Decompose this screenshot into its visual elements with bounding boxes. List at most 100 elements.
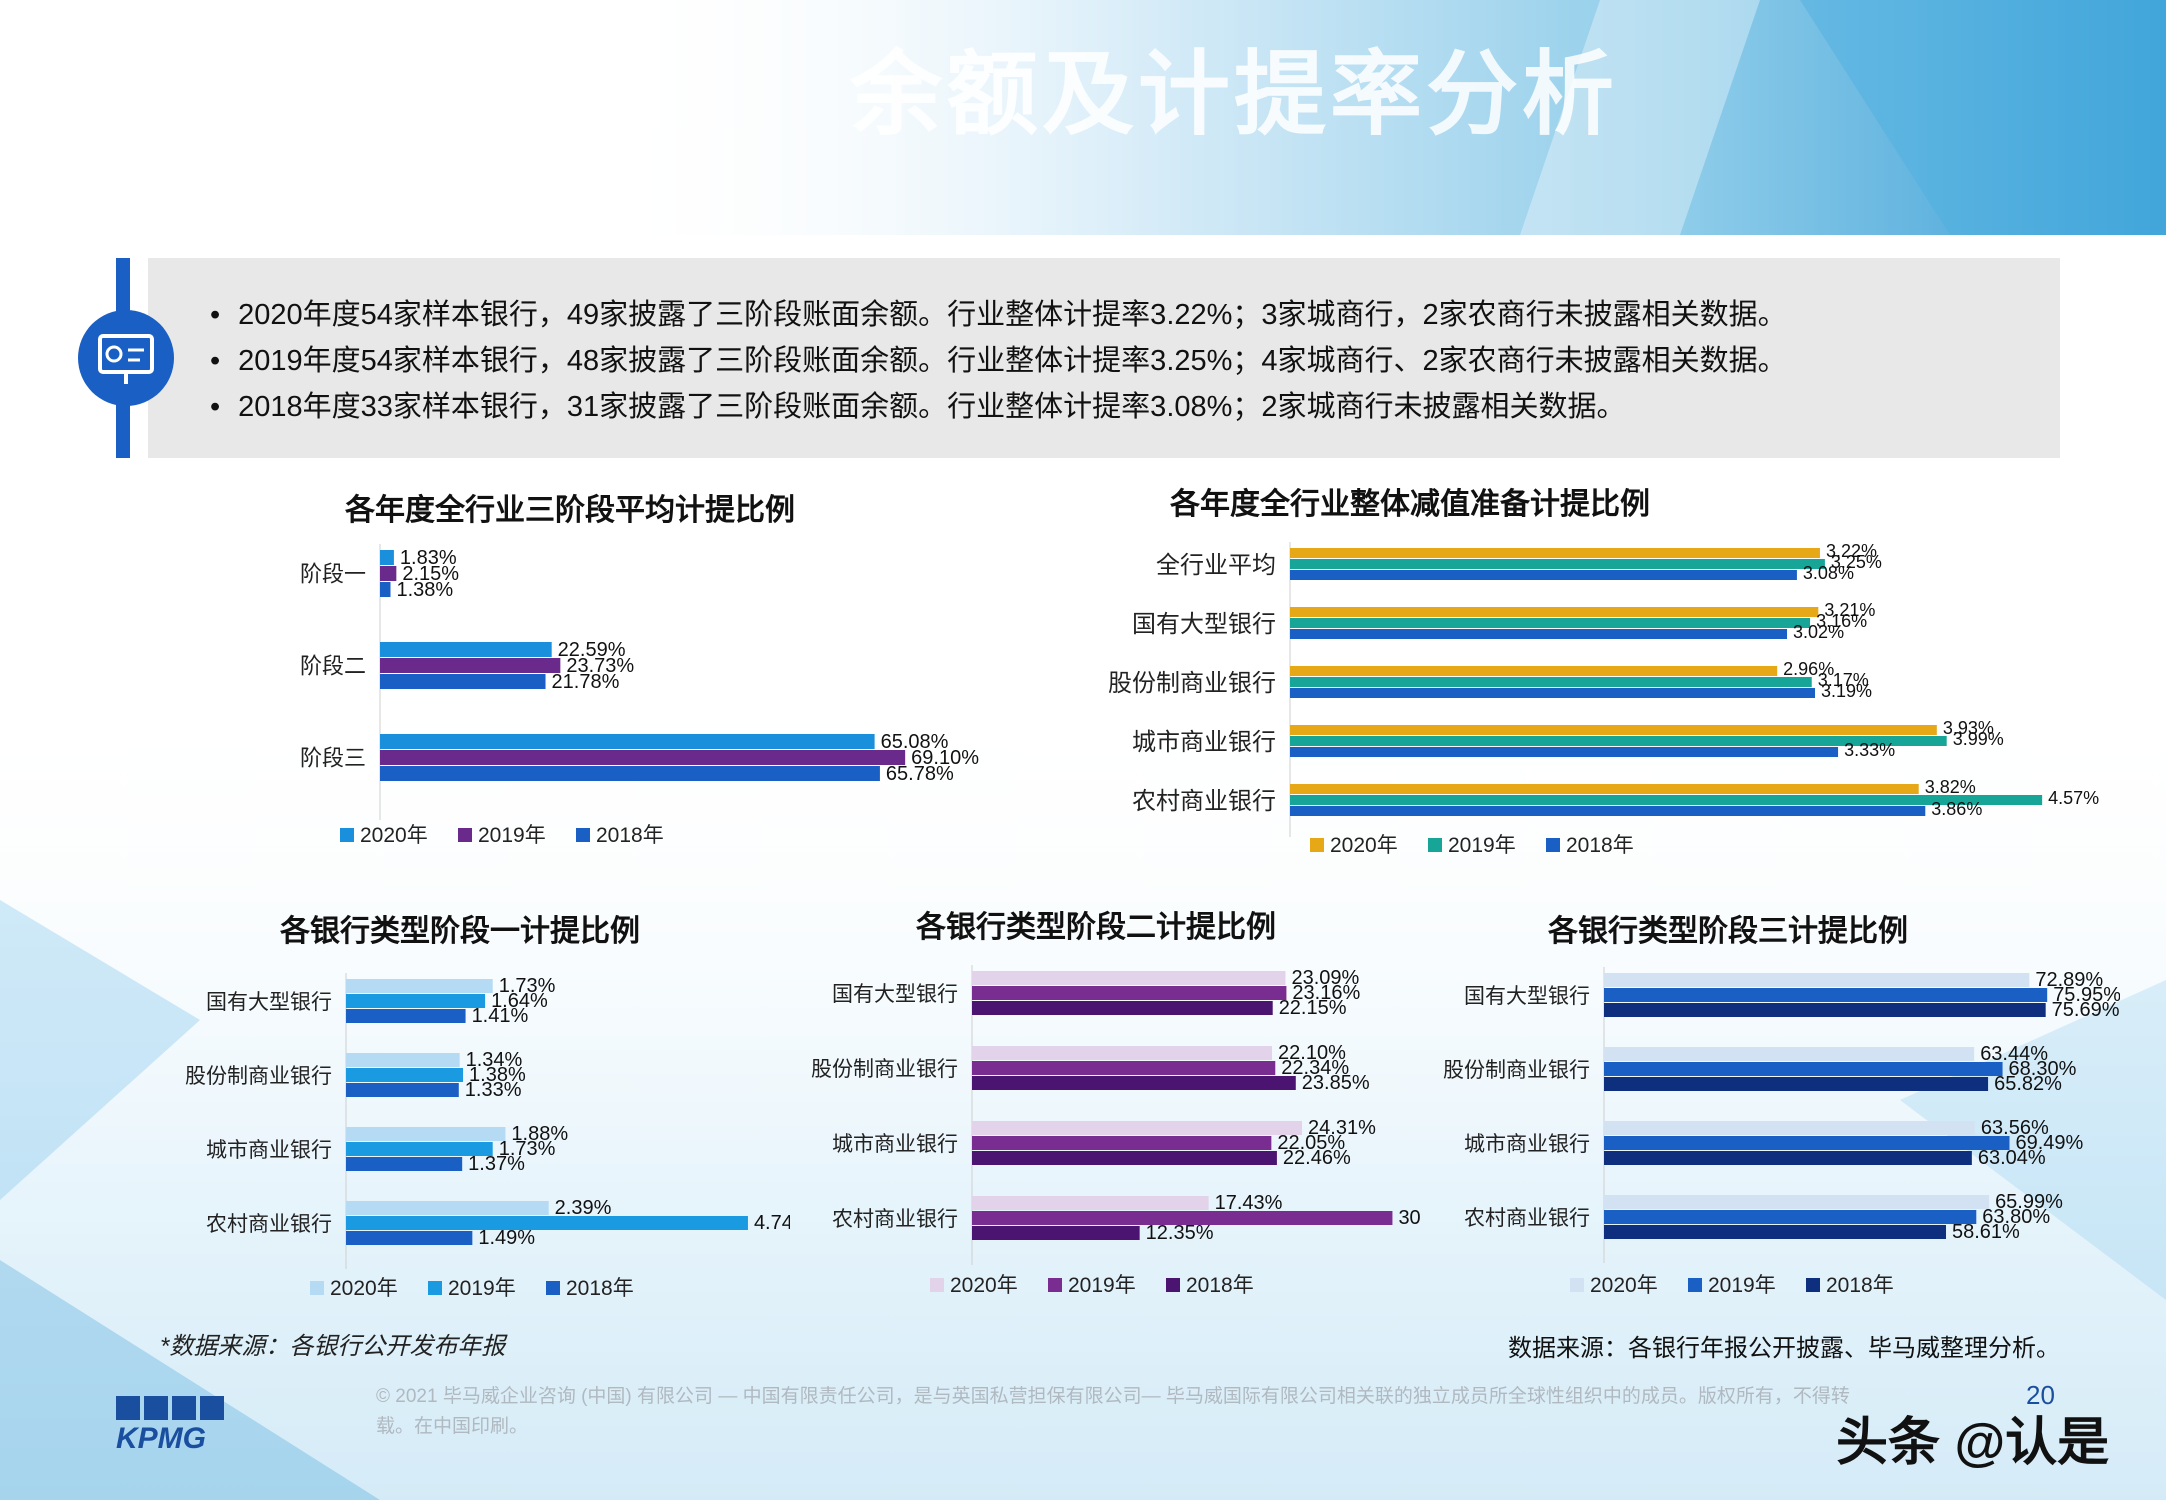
- data-label: 23.85%: [1302, 1072, 1370, 1094]
- bar: [1290, 784, 1919, 794]
- bar: [1604, 1077, 1989, 1091]
- data-label: 1.37%: [468, 1153, 525, 1175]
- data-label: 3.25%: [1831, 552, 1882, 572]
- bar: [972, 1061, 1276, 1075]
- legend-label: 2019年: [448, 1277, 516, 1300]
- bar: [1604, 973, 2030, 987]
- chart-title: 各年度全行业整体减值准备计提比例: [1169, 487, 1650, 521]
- source-note-right: 数据来源：各银行年报公开披露、毕马威整理分析。: [1508, 1335, 2060, 1362]
- data-label: 75.95%: [2053, 984, 2120, 1006]
- bar: [346, 1231, 473, 1245]
- data-label: 2.96%: [1783, 659, 1834, 679]
- bullet-2020: 2020年度54家样本银行，49家披露了三阶段账面余额。行业整体计提率3.22%…: [210, 292, 1787, 338]
- bar: [380, 750, 906, 765]
- category-label: 阶段一: [300, 562, 366, 587]
- data-label: 22.15%: [1279, 997, 1347, 1019]
- bar: [972, 1226, 1140, 1240]
- data-label: 3.02%: [1793, 622, 1844, 642]
- bar: [380, 674, 546, 689]
- category-label: 股份制商业银行: [1108, 670, 1276, 697]
- bar: [972, 1121, 1303, 1135]
- data-label: 22.05%: [1277, 1132, 1345, 1154]
- data-label: 1.49%: [478, 1227, 535, 1249]
- chart-title: 各银行类型阶段三计提比例: [1547, 914, 1908, 948]
- bar: [972, 1151, 1277, 1165]
- data-label: 23.09%: [1291, 967, 1359, 989]
- data-label: 75.69%: [2052, 999, 2120, 1021]
- legend-swatch: [310, 1281, 324, 1295]
- legend-label: 2020年: [1590, 1274, 1658, 1297]
- data-label: 3.93%: [1943, 718, 1994, 738]
- bar: [346, 1127, 506, 1141]
- data-label: 63.44%: [1980, 1043, 2048, 1065]
- data-label: 1.38%: [469, 1064, 526, 1086]
- data-label: 22.34%: [1281, 1057, 1349, 1079]
- legend-swatch: [930, 1278, 944, 1292]
- legend-swatch: [1310, 838, 1324, 852]
- bar: [380, 658, 561, 673]
- bar: [1604, 1151, 1972, 1165]
- bar: [380, 642, 552, 657]
- legend-swatch: [428, 1281, 442, 1295]
- legend-swatch: [1428, 838, 1442, 852]
- category-label: 城市商业银行: [1132, 729, 1276, 756]
- chart-title: 各银行类型阶段二计提比例: [915, 910, 1276, 944]
- bar: [1290, 607, 1819, 617]
- legend-label: 2020年: [950, 1274, 1018, 1297]
- bar: [1604, 1121, 1975, 1135]
- category-label: 阶段二: [300, 654, 366, 679]
- data-label: 22.46%: [1283, 1147, 1351, 1169]
- category-label: 农村商业银行: [1132, 788, 1276, 815]
- bullet-2019: 2019年度54家样本银行，48家披露了三阶段账面余额。行业整体计提率3.25%…: [210, 338, 1787, 384]
- data-label: 1.33%: [465, 1079, 522, 1101]
- bar: [346, 1216, 748, 1230]
- legend-swatch: [1048, 1278, 1062, 1292]
- bar: [346, 1083, 459, 1097]
- data-label: 2.15%: [402, 563, 459, 585]
- bar: [1290, 725, 1937, 735]
- data-label: 17.43%: [1215, 1192, 1283, 1214]
- bar: [972, 1211, 1393, 1225]
- bar: [1290, 736, 1947, 746]
- category-label: 股份制商业银行: [185, 1065, 332, 1088]
- page-title: 余额及计提率分析: [850, 44, 1619, 146]
- data-label: 3.21%: [1824, 600, 1875, 620]
- legend-swatch: [576, 828, 590, 842]
- bar: [1604, 1062, 2003, 1076]
- legend-swatch: [1570, 1278, 1584, 1292]
- bar: [1290, 666, 1778, 676]
- data-label: 72.89%: [2035, 969, 2103, 991]
- bar: [1290, 747, 1839, 757]
- data-label: 63.04%: [1978, 1147, 2046, 1169]
- category-label: 股份制商业银行: [1443, 1059, 1590, 1082]
- legend-swatch: [1806, 1278, 1820, 1292]
- chart-title: 各银行类型阶段一计提比例: [279, 914, 640, 948]
- data-label: 3.22%: [1826, 541, 1877, 561]
- legend-swatch: [340, 828, 354, 842]
- data-label: 3.99%: [1953, 729, 2004, 749]
- data-label: 4.74%: [754, 1212, 790, 1234]
- bar: [1290, 629, 1788, 639]
- data-label: 22.59%: [558, 639, 626, 661]
- data-label: 69.49%: [2015, 1132, 2083, 1154]
- legend-label: 2018年: [1826, 1274, 1894, 1297]
- category-label: 国有大型银行: [1464, 985, 1590, 1008]
- bar: [380, 734, 875, 749]
- data-label: 69.10%: [911, 747, 979, 769]
- legend-swatch: [458, 828, 472, 842]
- bar: [972, 1046, 1273, 1060]
- legend-label: 2020年: [1330, 834, 1398, 857]
- data-label: 3.08%: [1803, 563, 1854, 583]
- chart-stage1-by-bank: 各银行类型阶段一计提比例国有大型银行1.73%1.64%1.41%股份制商业银行…: [185, 914, 790, 1300]
- category-label: 农村商业银行: [832, 1208, 958, 1231]
- data-label: 1.88%: [511, 1123, 568, 1145]
- bar: [972, 986, 1287, 1000]
- bar: [1290, 548, 1820, 558]
- data-label: 2.39%: [555, 1197, 612, 1219]
- data-label: 1.83%: [400, 547, 457, 569]
- data-label: 30.97%: [1398, 1207, 1420, 1229]
- watermark-text: 头条 @认是: [1836, 1414, 2110, 1472]
- bar: [972, 1196, 1209, 1210]
